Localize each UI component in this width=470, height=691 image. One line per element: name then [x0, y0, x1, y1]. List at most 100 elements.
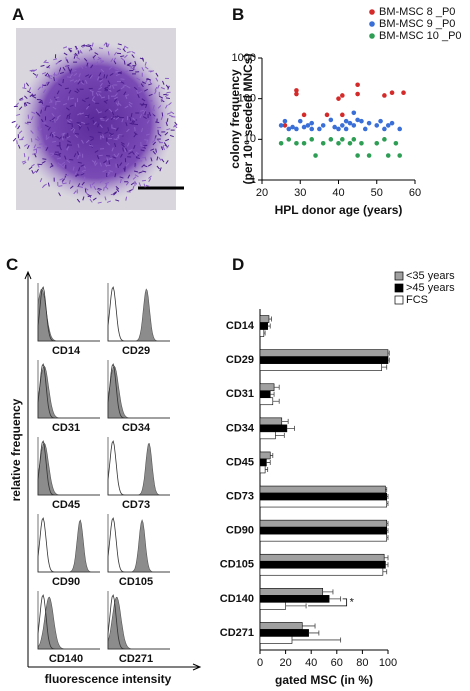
- cell: [111, 147, 114, 152]
- cell: [131, 67, 136, 71]
- cell: [91, 99, 96, 103]
- point: [328, 137, 334, 142]
- cell: [103, 41, 107, 46]
- cell: [17, 125, 21, 130]
- cell: [59, 178, 64, 181]
- cell: [40, 109, 42, 114]
- cell: [129, 122, 134, 125]
- cell: [79, 49, 83, 54]
- cell: [132, 117, 136, 122]
- cell: [130, 64, 134, 69]
- x-axis-label: fluorescence intensity: [45, 672, 172, 686]
- point: [328, 117, 334, 123]
- cell: [132, 66, 135, 71]
- cell: [97, 187, 102, 190]
- cell: [142, 170, 147, 173]
- cell: [107, 170, 113, 174]
- cell: [134, 163, 138, 168]
- cell: [113, 57, 117, 62]
- cell: [150, 157, 153, 162]
- cell: [143, 164, 148, 168]
- cell: [41, 72, 47, 75]
- cell: [58, 152, 61, 157]
- cell: [75, 174, 80, 177]
- cell: [92, 54, 96, 59]
- cell: [123, 45, 126, 50]
- cell: [30, 130, 34, 134]
- cell: [81, 169, 86, 172]
- cell: [50, 162, 54, 167]
- cell: [106, 172, 111, 177]
- cell: [66, 76, 72, 79]
- x-tick-label: 60: [331, 657, 343, 669]
- cell: [138, 182, 142, 187]
- cell: [23, 153, 26, 158]
- cell: [19, 99, 24, 102]
- cell: [108, 66, 113, 70]
- cell: [111, 84, 115, 90]
- point: [374, 123, 380, 128]
- cell: [53, 58, 58, 61]
- cell: [144, 66, 149, 70]
- error-bar: [329, 596, 342, 602]
- cell: [92, 95, 95, 100]
- cell: [106, 141, 110, 146]
- cell: [143, 88, 148, 92]
- cell: [94, 149, 99, 153]
- panel-label: B: [232, 5, 244, 24]
- cell: [62, 103, 68, 106]
- cell: [112, 127, 117, 130]
- error-bar: [386, 494, 389, 500]
- cell: [152, 150, 156, 155]
- cell: [114, 173, 117, 178]
- cell: [74, 45, 78, 50]
- cell: [97, 131, 102, 134]
- cell: [145, 103, 148, 109]
- point: [294, 140, 299, 146]
- cell: [51, 131, 56, 135]
- marker-label: CD31: [52, 422, 80, 434]
- cell: [92, 197, 97, 201]
- cell: [52, 106, 57, 110]
- cell: [74, 90, 79, 94]
- bar: [259, 363, 382, 371]
- x-tick-label: 20: [279, 657, 291, 669]
- cell: [150, 148, 155, 151]
- legend-marker: [369, 9, 375, 15]
- cell: [28, 166, 33, 170]
- cell: [115, 185, 120, 190]
- cell: [62, 163, 66, 168]
- cell: [168, 102, 172, 106]
- cell: [119, 176, 124, 179]
- bar: [259, 602, 286, 610]
- cell: [88, 63, 91, 68]
- cell: [96, 76, 100, 81]
- cell: [29, 93, 34, 97]
- cell: [77, 183, 81, 188]
- cell: [85, 105, 90, 110]
- cell: [120, 55, 125, 58]
- error-bar: [388, 350, 390, 356]
- cell: [92, 56, 95, 61]
- cell: [44, 74, 49, 78]
- cell: [44, 106, 47, 111]
- stained-histogram: [107, 365, 170, 419]
- cell: [133, 170, 139, 173]
- cell: [85, 97, 90, 100]
- cell: [107, 51, 110, 56]
- point: [351, 110, 357, 116]
- cell: [77, 154, 80, 160]
- cell: [68, 179, 71, 185]
- point: [336, 96, 341, 101]
- colony-photo: [11, 28, 184, 210]
- cell: [123, 91, 127, 96]
- cell: [162, 80, 165, 85]
- cell: [81, 181, 85, 186]
- cell: [154, 86, 158, 91]
- legend-marker: [369, 21, 375, 27]
- error-bar: [386, 528, 389, 534]
- cell: [104, 196, 107, 201]
- control-histogram: [107, 594, 170, 650]
- cell: [81, 99, 86, 103]
- cell: [95, 61, 99, 66]
